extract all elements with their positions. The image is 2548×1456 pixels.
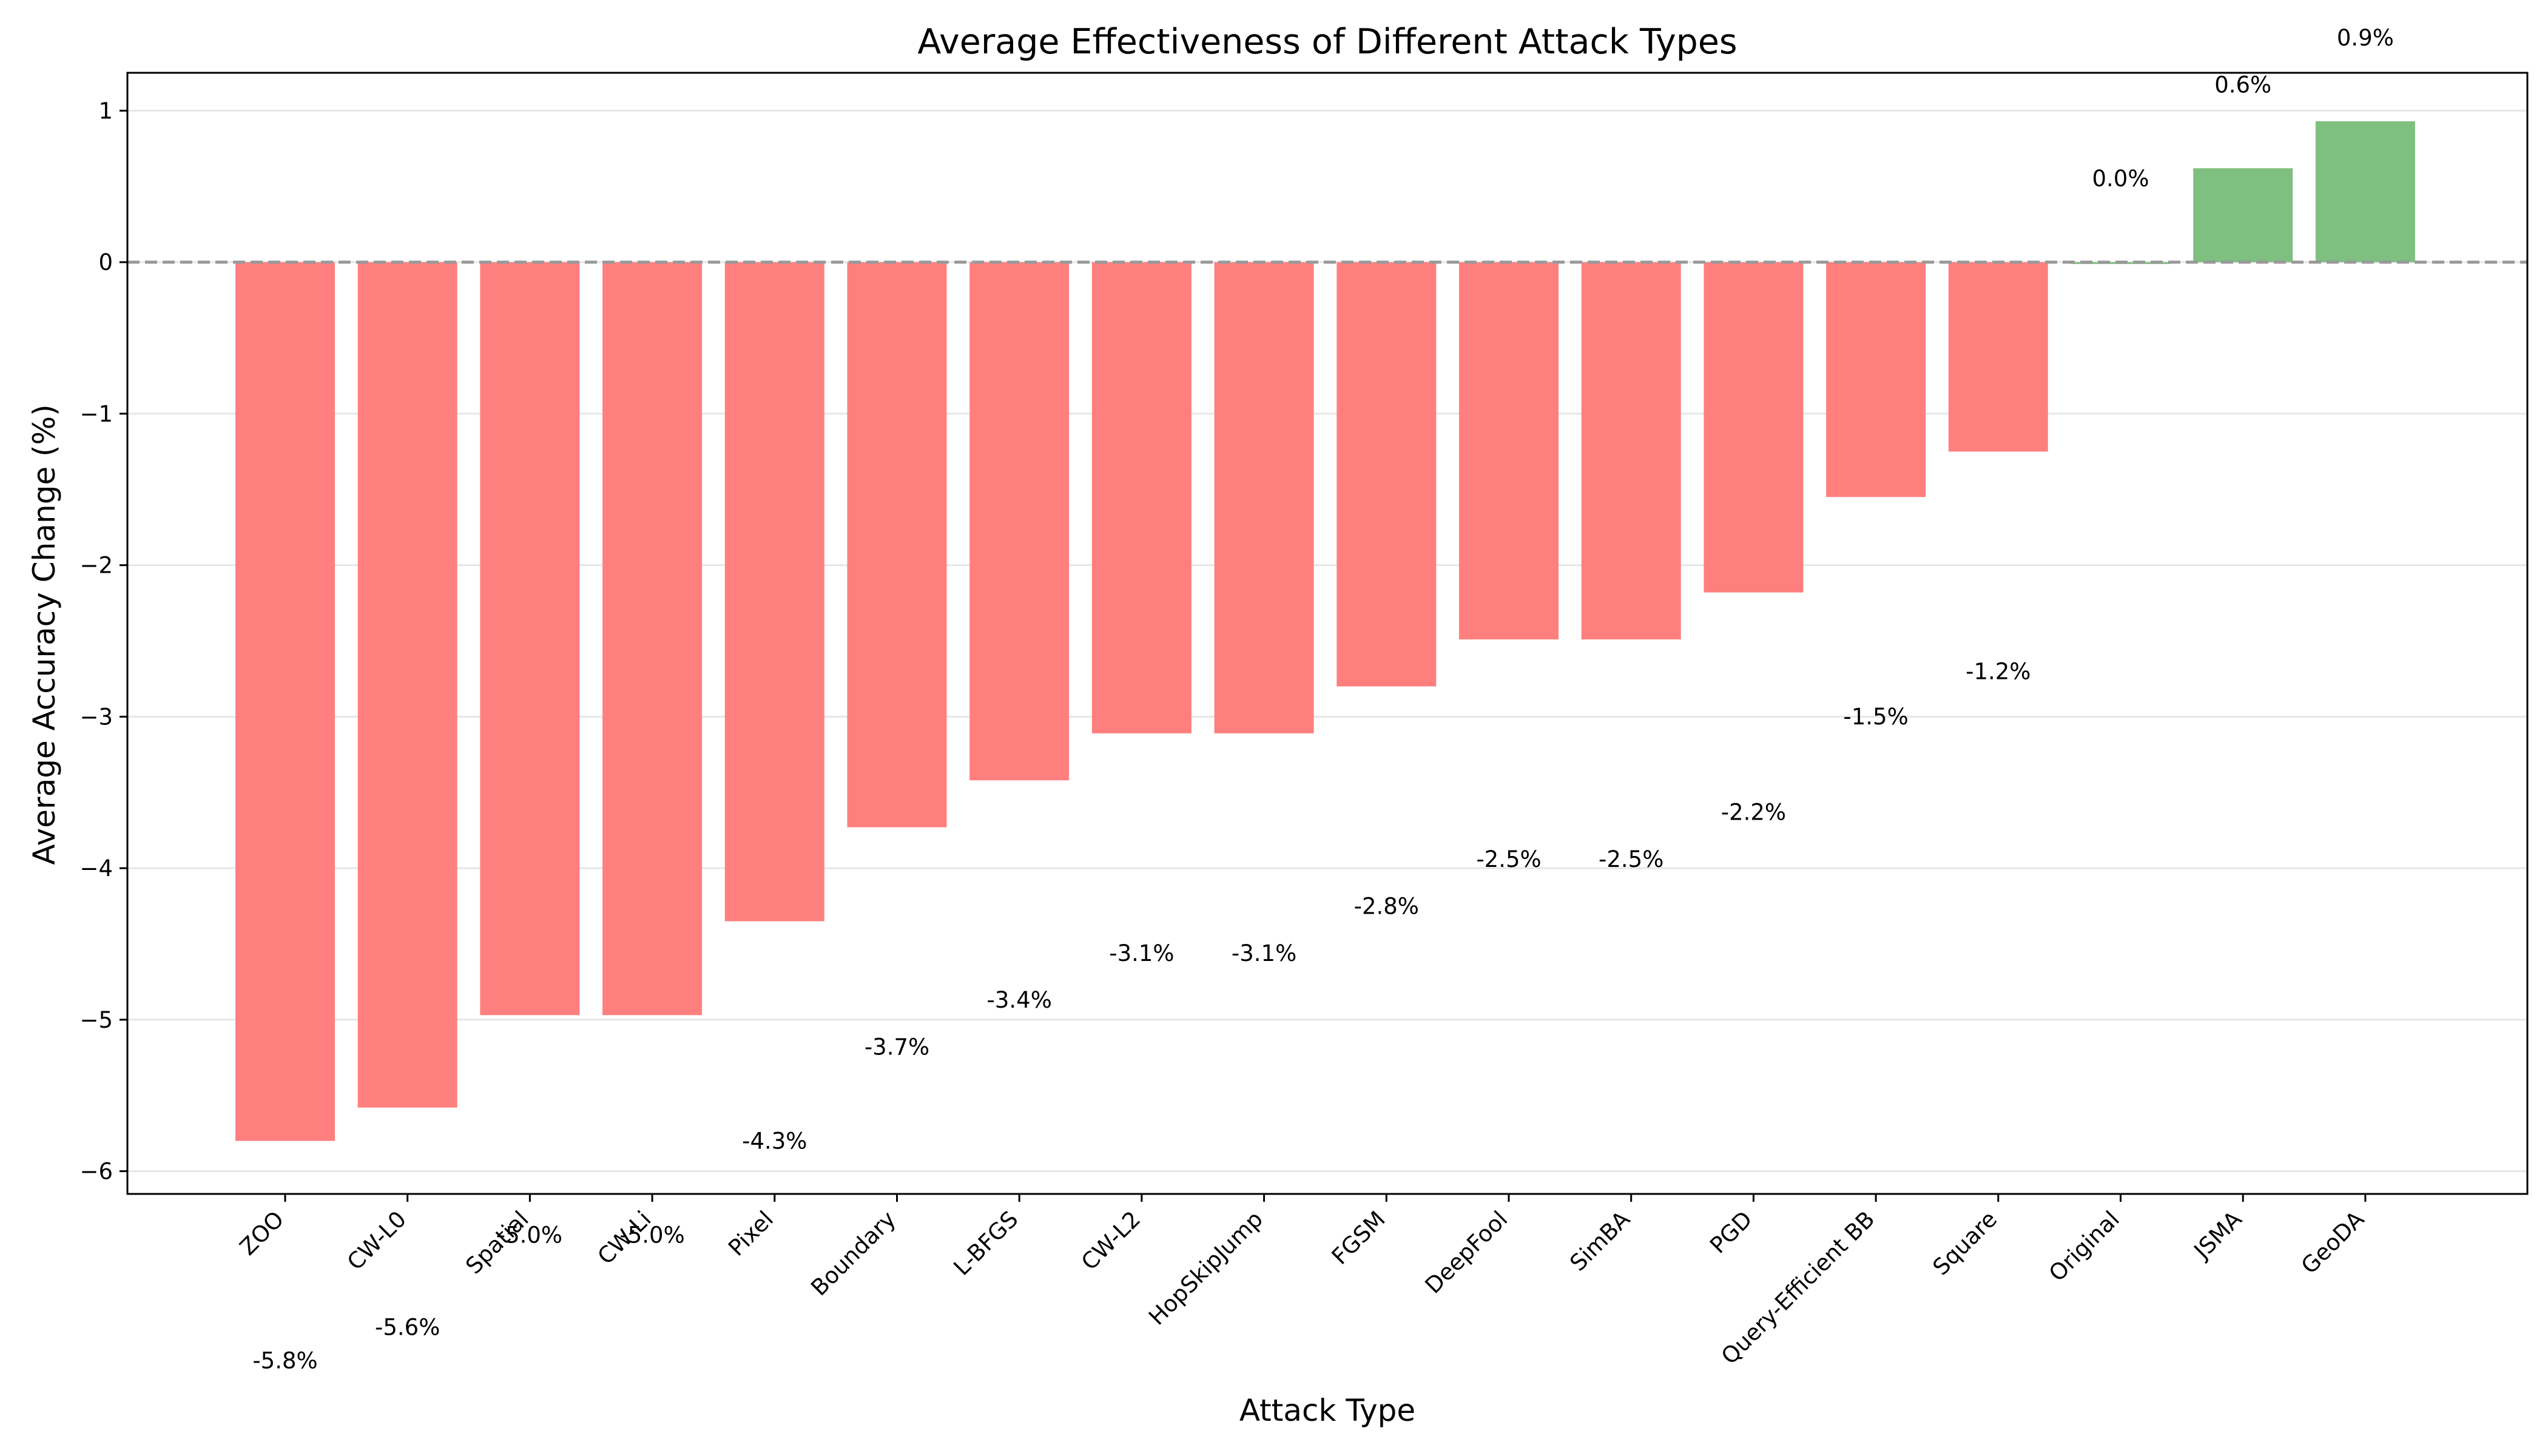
x-tick-label-14: Square: [1928, 1206, 2003, 1281]
x-tick-label-15: Original: [2044, 1206, 2125, 1287]
data-label-5: -3.7%: [864, 1034, 929, 1060]
y-tick-label-0: 1: [98, 98, 113, 124]
data-label-1: -5.6%: [375, 1315, 440, 1341]
bar-2: [480, 262, 580, 1016]
x-tick-label-10: DeepFool: [1420, 1206, 1513, 1299]
bar-13: [1826, 262, 1926, 497]
y-tick-label-4: −3: [79, 704, 113, 730]
data-label-11: -2.5%: [1599, 846, 1663, 872]
data-label-3: -5.0%: [619, 1222, 684, 1248]
bar-10: [1459, 262, 1559, 639]
bar-5: [847, 262, 947, 827]
plot-frame: [126, 72, 2529, 1195]
data-label-4: -4.3%: [742, 1128, 807, 1154]
data-label-2: -5.0%: [497, 1222, 562, 1248]
bar-7: [1091, 262, 1191, 733]
data-label-7: -3.1%: [1109, 940, 1174, 966]
bar-3: [602, 262, 703, 1016]
bar-16: [2193, 168, 2293, 263]
x-axis-label: Attack Type: [1239, 1393, 1415, 1428]
x-tick-label-16: JSMA: [2188, 1206, 2247, 1265]
x-tick-label-17: GeoDA: [2296, 1206, 2369, 1279]
x-tick-label-5: Boundary: [806, 1206, 900, 1301]
data-label-6: -3.4%: [987, 987, 1052, 1013]
bar-8: [1214, 262, 1314, 733]
data-label-0: -5.8%: [252, 1348, 317, 1374]
y-tick-label-2: −1: [79, 401, 113, 427]
y-tick-label-3: −2: [79, 553, 113, 579]
data-label-13: -1.5%: [1843, 704, 1908, 730]
y-tick-label-1: 0: [98, 249, 113, 275]
bar-11: [1581, 262, 1681, 639]
y-tick-label-6: −5: [79, 1007, 113, 1033]
bar-12: [1704, 262, 1804, 593]
x-tick-label-12: PGD: [1705, 1206, 1758, 1259]
x-tick-label-9: FGSM: [1327, 1206, 1390, 1270]
x-tick-label-8: HopSkipJump: [1144, 1206, 1268, 1330]
x-tick-label-1: CW-L0: [342, 1206, 411, 1275]
y-axis-label: Average Accuracy Change (%): [27, 404, 62, 864]
data-label-12: -2.2%: [1721, 800, 1786, 826]
data-label-14: -1.2%: [1966, 658, 2031, 684]
bar-9: [1336, 262, 1437, 687]
data-label-8: -3.1%: [1232, 940, 1296, 966]
data-label-9: -2.8%: [1354, 893, 1419, 919]
x-tick-label-0: ZOO: [235, 1206, 289, 1261]
x-tick-label-7: CW-L2: [1076, 1206, 1145, 1275]
x-tick-label-6: L-BFGS: [949, 1206, 1023, 1281]
bar-17: [2315, 121, 2415, 263]
data-label-17: 0.9%: [2337, 25, 2394, 51]
bar-0: [235, 262, 335, 1141]
bar-14: [1948, 262, 2048, 452]
bar-4: [724, 262, 824, 922]
data-label-15: 0.0%: [2092, 166, 2149, 192]
data-label-10: -2.5%: [1476, 846, 1541, 872]
x-tick-label-11: SimBA: [1565, 1206, 1635, 1276]
bar-6: [969, 262, 1070, 781]
x-tick-label-4: Pixel: [723, 1206, 778, 1261]
y-tick-label-5: −4: [79, 855, 113, 881]
y-tick-label-7: −6: [79, 1159, 113, 1185]
chart-title: Average Effectiveness of Different Attac…: [917, 22, 1737, 62]
data-label-16: 0.6%: [2214, 72, 2271, 98]
bar-1: [357, 262, 457, 1108]
